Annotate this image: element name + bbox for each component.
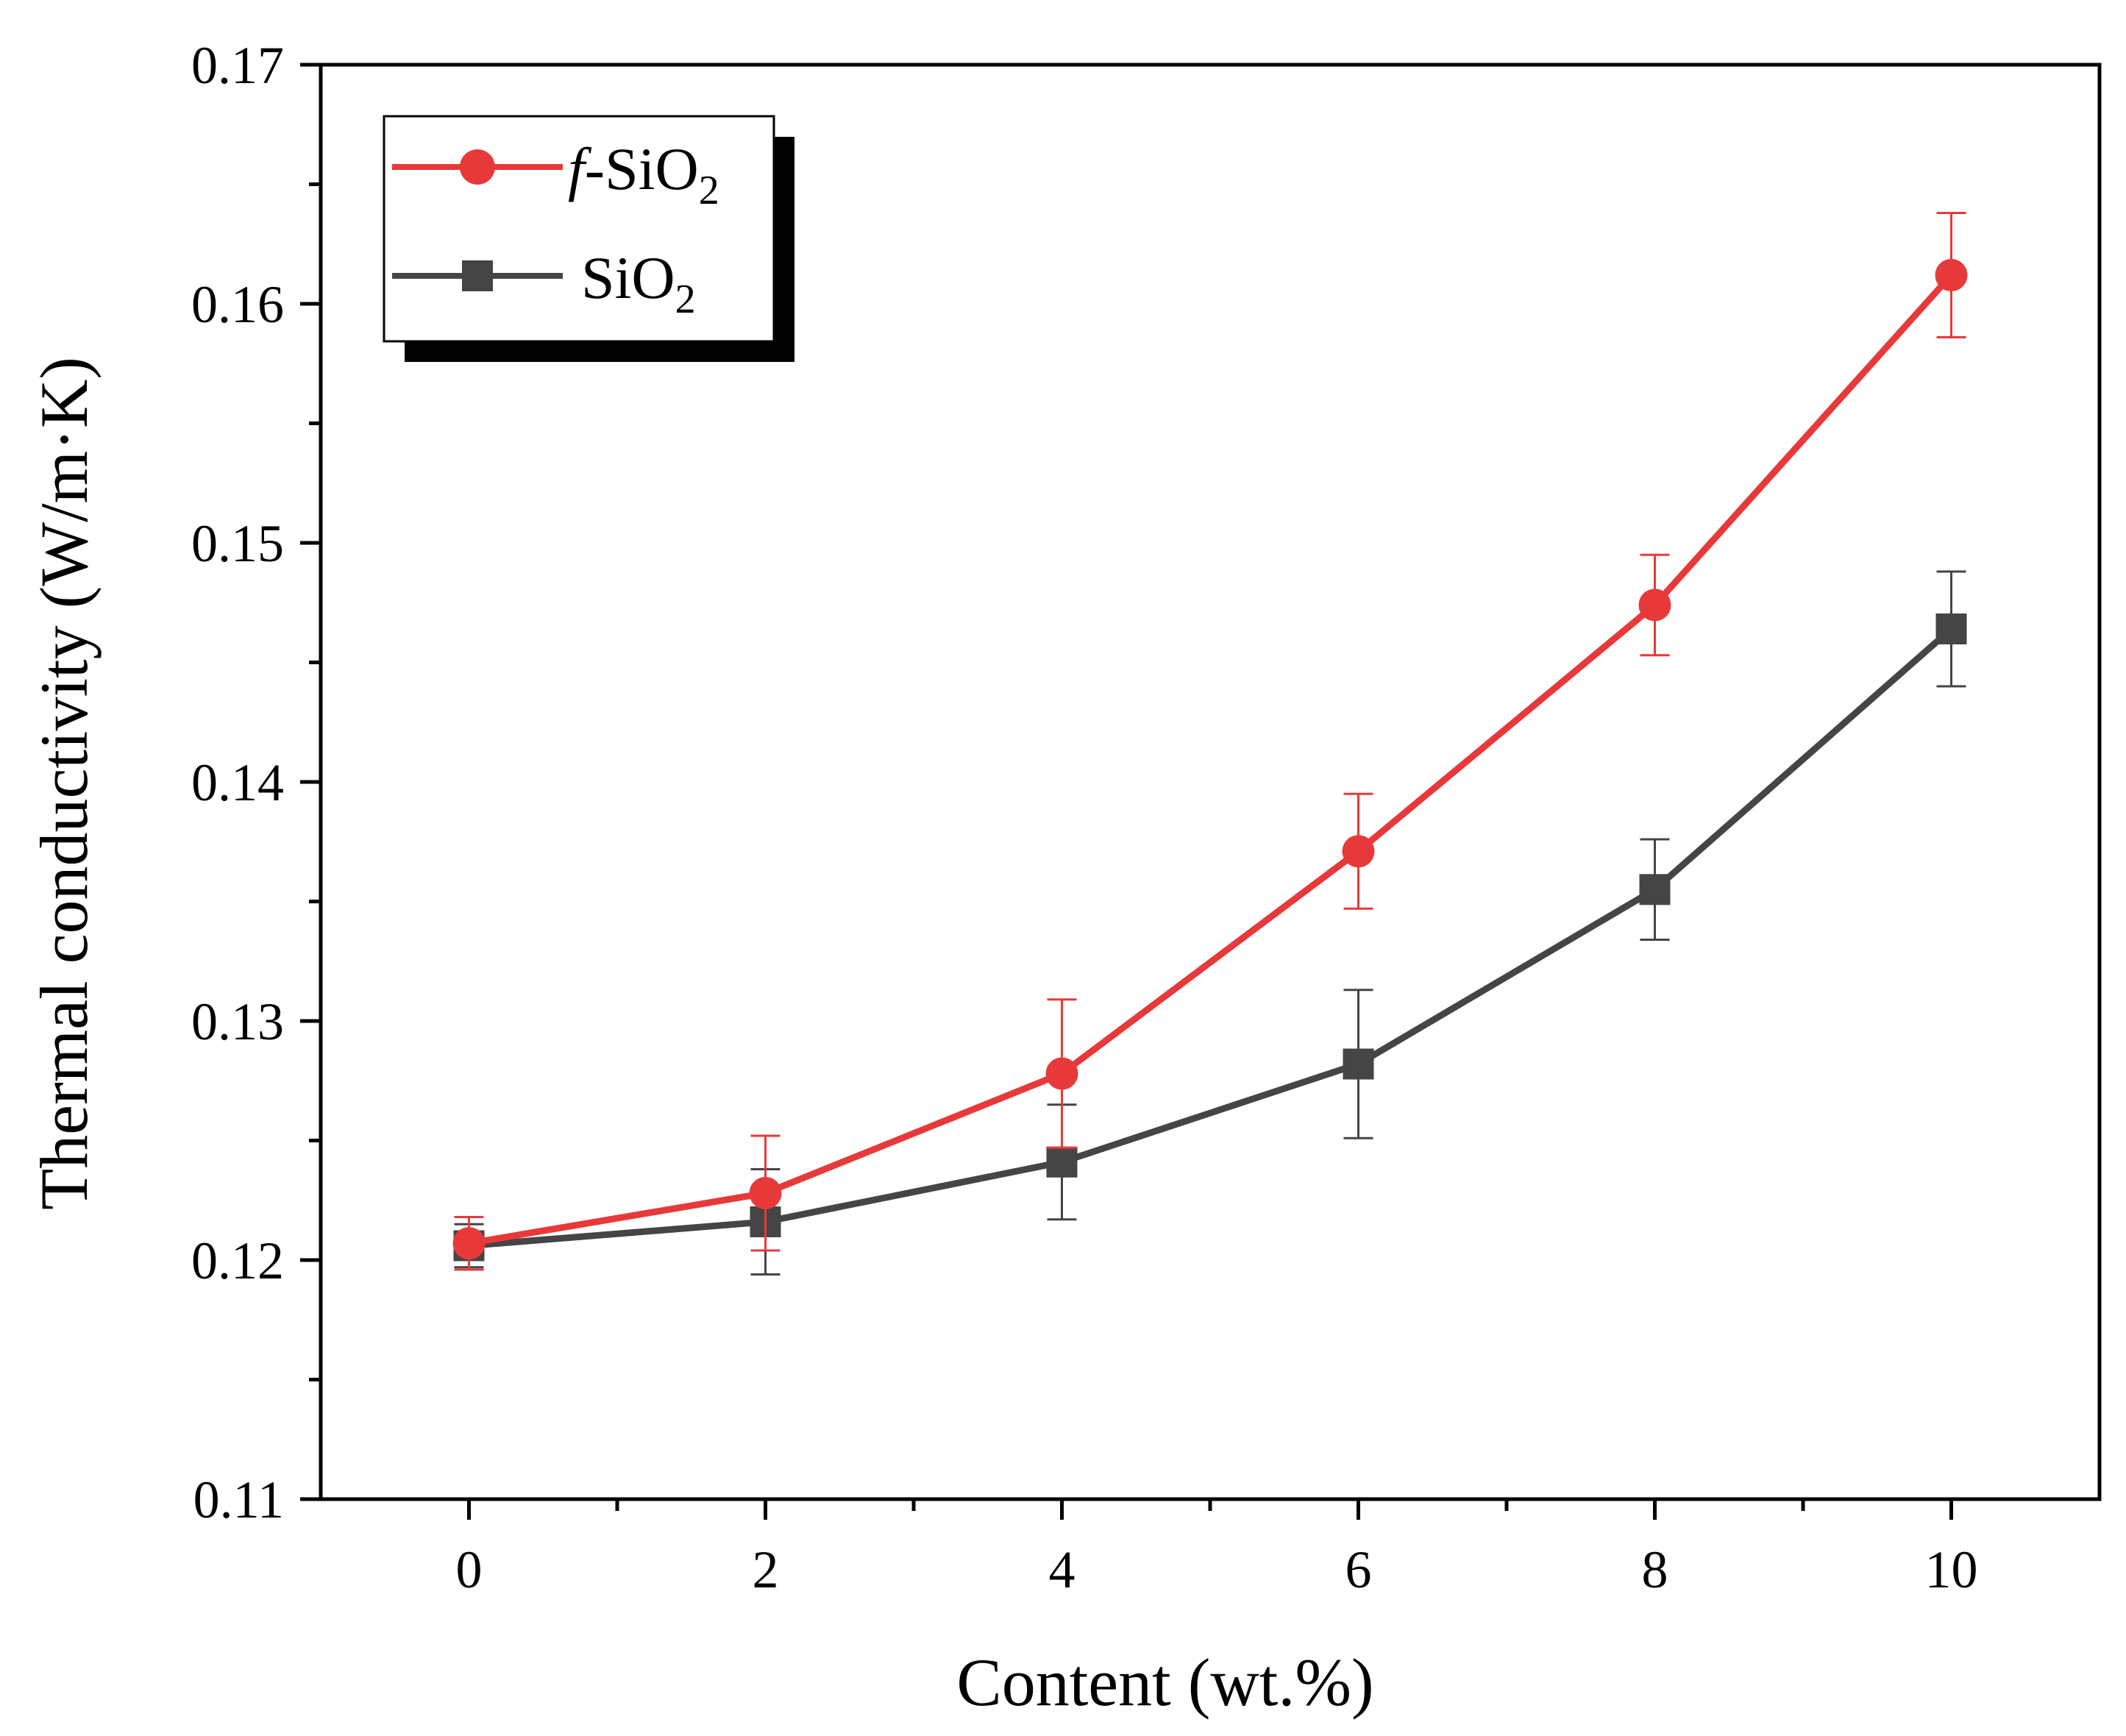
y-tick-label: 0.13 bbox=[191, 992, 284, 1051]
data-point-sio2 bbox=[1343, 1048, 1374, 1080]
data-point-sio2 bbox=[1639, 874, 1671, 906]
y-tick-label: 0.15 bbox=[191, 514, 284, 573]
legend-label-sio2-main: SiO bbox=[581, 244, 675, 311]
y-tick-label: 0.14 bbox=[191, 753, 284, 812]
y-tick-label: 0.11 bbox=[193, 1470, 284, 1529]
x-tick-label: 6 bbox=[1345, 1540, 1372, 1599]
x-tick-label: 8 bbox=[1642, 1540, 1668, 1599]
y-tick-label: 0.16 bbox=[191, 275, 284, 334]
legend-entry-f-sio2: f-SiO2 bbox=[392, 135, 719, 213]
svg-text:f-SiO2: f-SiO2 bbox=[568, 135, 719, 213]
x-tick-label: 2 bbox=[753, 1540, 779, 1599]
y-tick-label: 0.12 bbox=[191, 1231, 284, 1290]
data-point-f-sio2 bbox=[749, 1177, 782, 1209]
x-tick-label: 4 bbox=[1049, 1540, 1076, 1599]
legend-entry-sio2: SiO2 bbox=[392, 244, 696, 322]
y-axis-title: Thermal conductivity (W/m·K) bbox=[26, 357, 102, 1210]
legend-label-f-sio2-main: -SiO bbox=[585, 135, 699, 202]
series-f-sio2 bbox=[452, 212, 1968, 1271]
data-point-f-sio2 bbox=[1638, 588, 1671, 622]
data-point-f-sio2 bbox=[452, 1227, 486, 1260]
series-line-f-sio2 bbox=[468, 272, 1954, 1247]
x-tick-label: 10 bbox=[1925, 1540, 1978, 1599]
data-point-f-sio2 bbox=[1935, 259, 1968, 291]
legend-marker-circle bbox=[460, 149, 495, 185]
legend-marker-square bbox=[462, 260, 493, 291]
series-line-sio2 bbox=[469, 626, 1954, 1249]
legend-box bbox=[383, 115, 775, 343]
data-point-f-sio2 bbox=[1045, 1057, 1078, 1090]
y-tick-label: 0.17 bbox=[191, 36, 284, 95]
legend-label-f-sio2-sub: 2 bbox=[699, 168, 719, 213]
x-axis-title: Content (wt.%) bbox=[956, 1645, 1373, 1720]
data-point-sio2 bbox=[1046, 1146, 1078, 1178]
legend-label-sio2-sub: 2 bbox=[675, 277, 696, 322]
data-point-sio2 bbox=[1935, 613, 1967, 644]
svg-text:SiO2: SiO2 bbox=[581, 244, 696, 322]
data-point-f-sio2 bbox=[1342, 835, 1375, 868]
legend: f-SiO2 SiO2 bbox=[383, 115, 794, 362]
x-tick-label: 0 bbox=[456, 1540, 483, 1599]
